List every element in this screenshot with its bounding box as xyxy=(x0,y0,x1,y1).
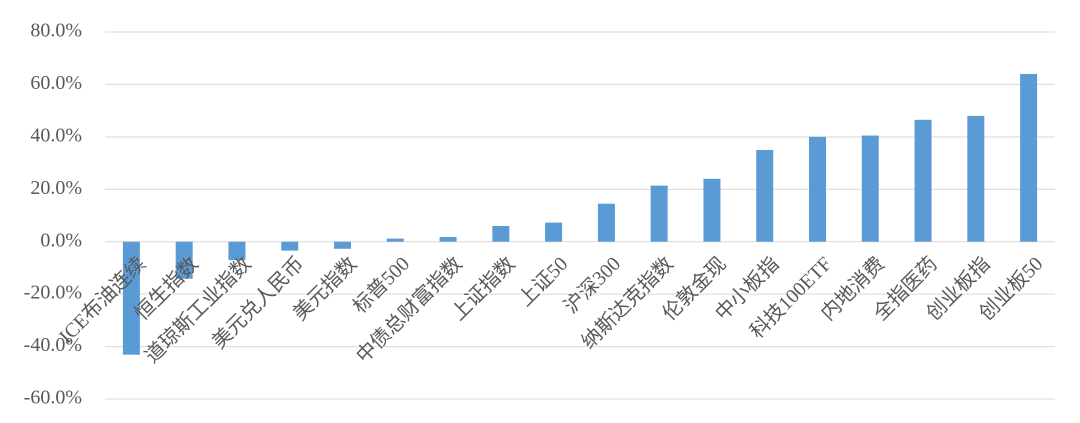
bar xyxy=(439,236,457,242)
bar xyxy=(597,203,615,242)
bar xyxy=(650,185,668,242)
y-tick-label: -20.0% xyxy=(24,282,82,304)
bar xyxy=(861,135,879,242)
y-tick-label: 60.0% xyxy=(30,72,82,94)
bar xyxy=(914,119,932,242)
y-tick-label: 80.0% xyxy=(30,20,82,42)
bar xyxy=(122,241,140,355)
bar xyxy=(1020,73,1038,242)
y-tick-label: -40.0% xyxy=(24,334,82,356)
bar xyxy=(967,115,985,242)
bar xyxy=(175,241,193,279)
y-tick-label: -60.0% xyxy=(24,387,82,409)
bar xyxy=(703,178,721,242)
y-tick-label: 0.0% xyxy=(40,229,82,251)
x-tick-label: 美元兑人民币 xyxy=(207,252,308,353)
bar xyxy=(809,136,826,242)
y-tick-label: 40.0% xyxy=(30,124,82,146)
bar xyxy=(386,238,404,242)
bar xyxy=(334,241,351,249)
bar xyxy=(492,225,510,242)
bar xyxy=(545,222,563,242)
bar xyxy=(281,241,299,251)
bar xyxy=(228,241,246,261)
x-tick-label: 纳斯达克指数 xyxy=(577,252,678,353)
bar xyxy=(756,149,774,242)
y-tick-label: 20.0% xyxy=(30,177,82,199)
